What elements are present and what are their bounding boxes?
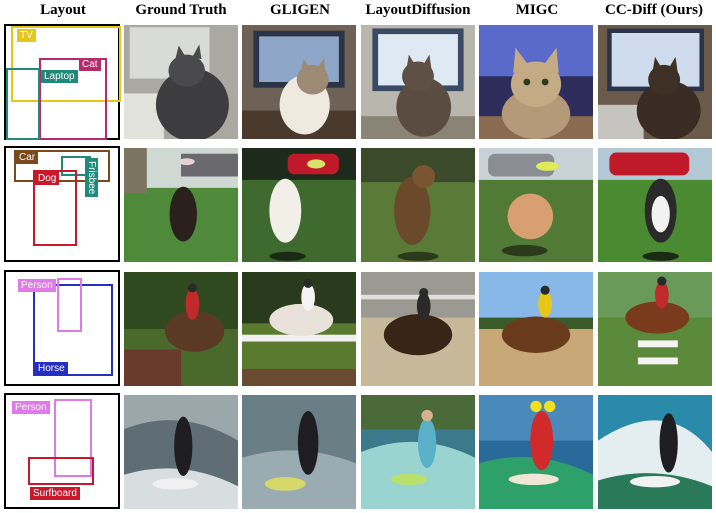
label-person-row4: Person	[12, 401, 50, 414]
label-laptop: Laptop	[41, 70, 78, 83]
image-row3-ccdiff	[598, 272, 712, 386]
header-ccdiff: CC-Diff (Ours)	[605, 2, 703, 18]
layout-panel-row2: Car Dog Frisbee	[4, 146, 120, 262]
label-person-row3: Person	[18, 279, 56, 292]
label-horse: Horse	[35, 362, 68, 375]
label-tv: TV	[17, 29, 36, 42]
label-surfboard: Surfboard	[30, 487, 80, 500]
label-frisbee: Frisbee	[85, 158, 98, 198]
bbox-laptop	[6, 68, 40, 140]
image-row3-ground-truth	[124, 272, 238, 386]
image-row2-migc	[479, 148, 593, 262]
image-row4-gligen	[242, 395, 356, 509]
image-row1-layoutdiffusion	[361, 25, 475, 139]
image-row4-layoutdiffusion	[361, 395, 475, 509]
bbox-person	[54, 399, 92, 477]
image-row2-gligen	[242, 148, 356, 262]
header-gligen: GLIGEN	[269, 2, 330, 18]
image-row4-migc	[479, 395, 593, 509]
label-dog: Dog	[35, 172, 60, 185]
header-layoutdiffusion: LayoutDiffusion	[365, 2, 471, 18]
image-row3-layoutdiffusion	[361, 272, 475, 386]
image-row1-ground-truth	[124, 25, 238, 139]
bbox-car	[14, 150, 110, 182]
bbox-dog	[33, 170, 77, 246]
bbox-surfboard	[28, 457, 94, 485]
label-car: Car	[16, 151, 39, 164]
image-row2-layoutdiffusion	[361, 148, 475, 262]
header-ground-truth: Ground Truth	[135, 2, 227, 18]
image-row2-ccdiff	[598, 148, 712, 262]
layout-panel-row4: Person Surfboard	[4, 393, 120, 509]
image-row4-ccdiff	[598, 395, 712, 509]
bbox-tv	[11, 26, 121, 102]
header-layout: Layout	[40, 2, 86, 18]
image-row3-migc	[479, 272, 593, 386]
layout-panel-row3: Person Horse	[4, 270, 120, 386]
bbox-cat	[39, 58, 107, 140]
image-row1-migc	[479, 25, 593, 139]
image-row2-ground-truth	[124, 148, 238, 262]
label-cat: Cat	[79, 58, 101, 71]
header-migc: MIGC	[515, 2, 559, 18]
image-row3-gligen	[242, 272, 356, 386]
layout-panel-row1: TV Cat Laptop	[4, 24, 121, 140]
bbox-horse	[33, 284, 113, 376]
bbox-person	[57, 278, 82, 332]
image-row1-gligen	[242, 25, 356, 139]
image-row4-ground-truth	[124, 395, 238, 509]
image-row1-ccdiff	[598, 25, 712, 139]
